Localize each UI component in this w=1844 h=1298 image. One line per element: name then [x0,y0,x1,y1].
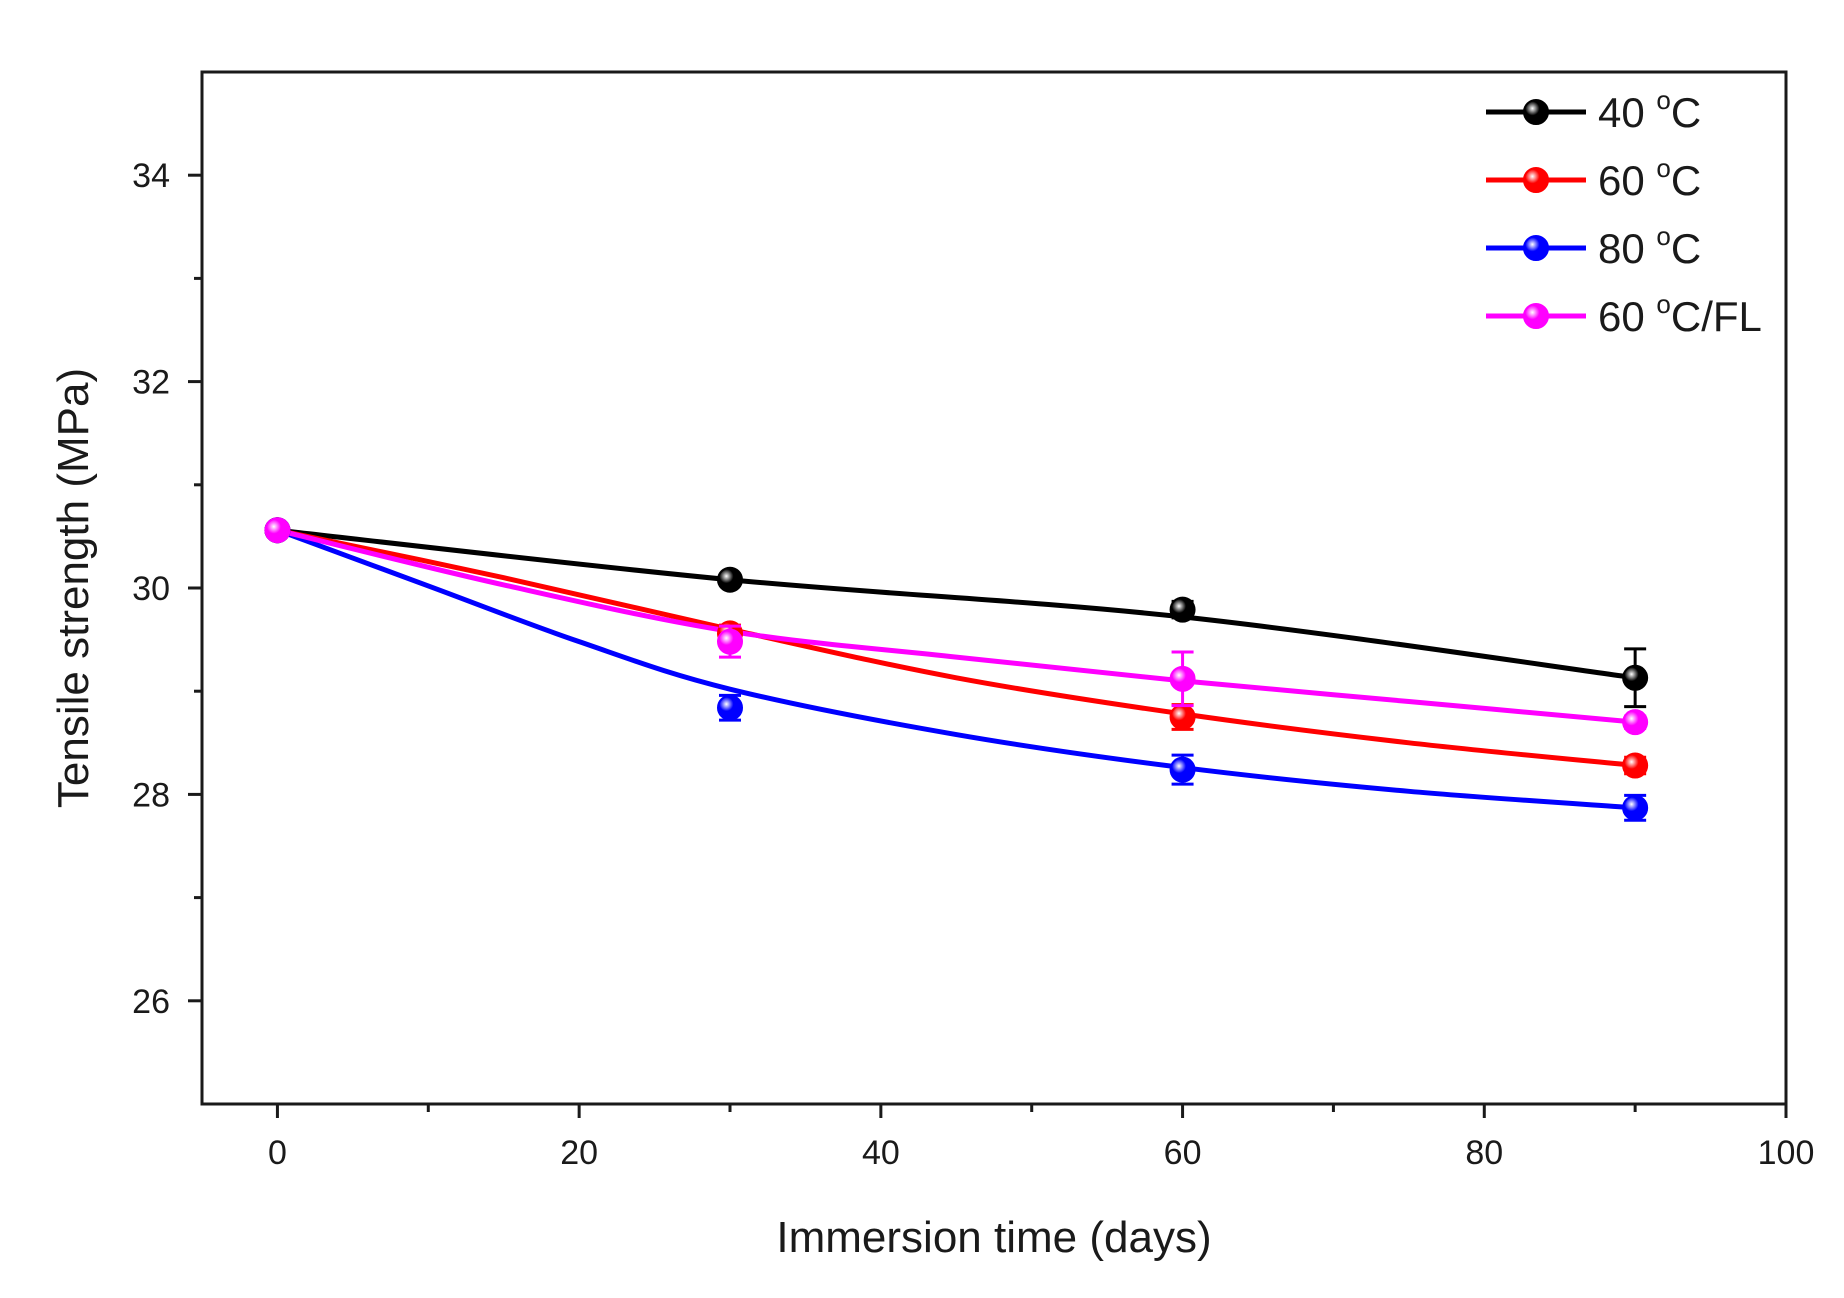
data-markers [264,517,1649,822]
x-tick-label: 100 [1758,1134,1815,1172]
legend-marker [1523,167,1549,193]
x-axis-title: Immersion time (days) [776,1213,1211,1262]
fit-curve-line [276,527,1636,725]
data-point [1169,756,1196,783]
legend-label-value: 40 [1598,89,1656,136]
y-tick-label: 34 [132,157,170,195]
fit-curve-line [276,527,1636,811]
data-point [1169,704,1196,730]
y-tick-label: 32 [132,364,170,402]
data-point [1169,596,1196,623]
fit-curves [276,527,1636,811]
legend-label-degree: o [1656,221,1670,251]
data-point [1622,709,1649,736]
legend-marker [1523,99,1549,125]
x-tick-label: 80 [1465,1134,1503,1172]
x-tick-label: 20 [560,1134,598,1172]
legend-label-degree: o [1656,153,1670,183]
data-point [1622,752,1649,779]
data-point [717,628,743,655]
y-tick-label: 30 [132,570,170,608]
legend-label-value: 60 [1598,157,1656,204]
x-tick-label: 0 [268,1134,287,1172]
legend-label: 80 oC [1598,221,1701,272]
y-tick-label: 28 [132,776,170,814]
data-point [264,517,291,544]
legend-label-unit: C [1671,157,1701,204]
legend-label-degree: o [1656,289,1670,319]
x-tick-label: 60 [1164,1134,1202,1172]
fit-curve-line [276,527,1636,768]
y-axis-title: Tensile strength (MPa) [49,368,98,808]
y-tick-label: 26 [132,983,170,1021]
legend-label-unit: C/FL [1671,293,1762,340]
legend-label-degree: o [1656,85,1670,115]
data-point [1169,665,1196,692]
legend-label-unit: C [1671,89,1701,136]
legend-label-value: 60 [1598,293,1656,340]
legend-marker [1523,303,1549,329]
legend-label-unit: C [1671,225,1701,272]
data-point [717,694,743,721]
legend-marker [1523,235,1549,261]
data-point [717,566,743,593]
legend-label-value: 80 [1598,225,1656,272]
legend-label: 40 oC [1598,85,1701,136]
x-tick-label: 40 [862,1134,900,1172]
data-point [1622,794,1649,821]
legend-label: 60 oC/FL [1598,289,1762,340]
fit-curve-line [277,527,1636,681]
axes: 0 20 40 60 80 100 26 28 30 32 34 Immersion time (da… [49,70,1815,1262]
legend-label: 60 oC [1598,153,1701,204]
data-point [1622,664,1649,691]
